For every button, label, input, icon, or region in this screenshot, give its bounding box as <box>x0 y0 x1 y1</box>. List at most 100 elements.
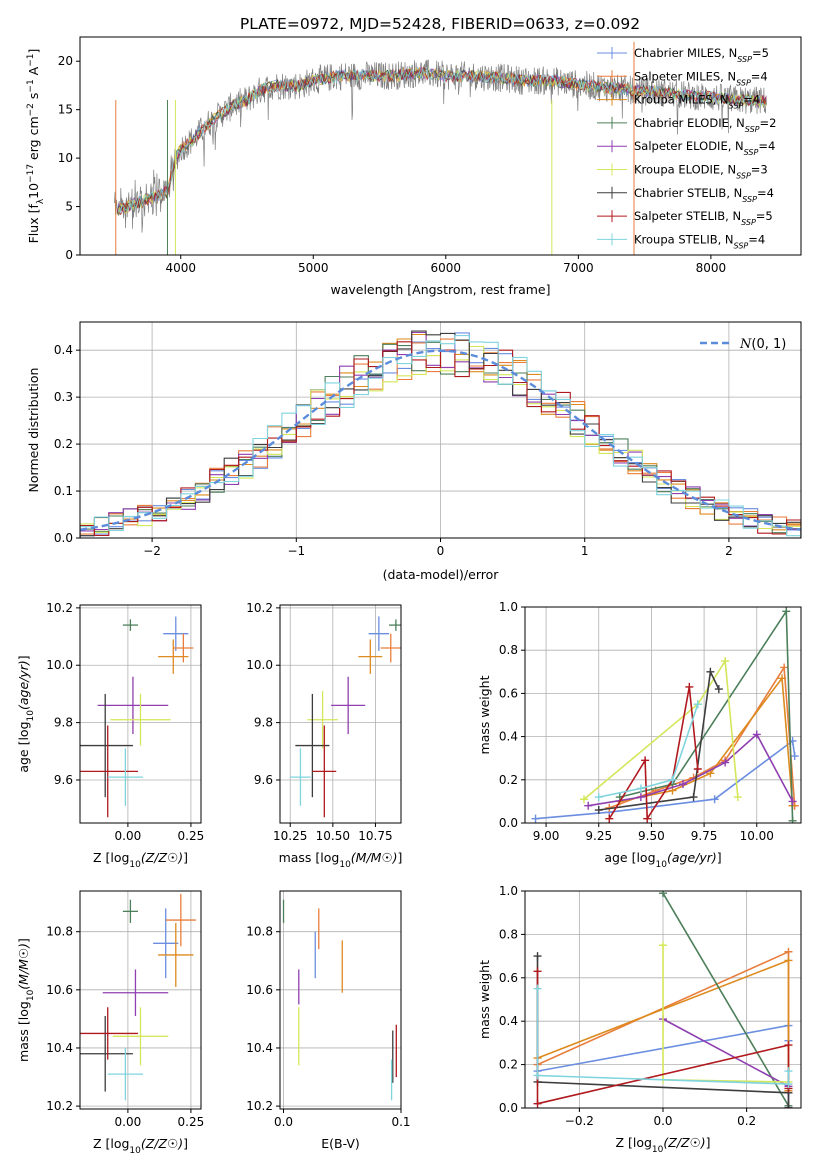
weight-marker <box>693 700 702 709</box>
y-tick-label: 10.2 <box>46 1099 73 1113</box>
y-tick-label: 0.4 <box>54 343 73 357</box>
weight-marker <box>641 756 650 765</box>
weight-marker <box>579 795 588 804</box>
data-point <box>112 1007 169 1066</box>
data-point <box>163 616 189 651</box>
plot-area <box>282 899 397 1101</box>
y-tick-label: 5 <box>65 200 73 214</box>
axes-frame <box>279 604 402 824</box>
legend-entry: Salpeter STELIB, NSSP=5 <box>634 209 773 227</box>
data-point <box>368 616 390 651</box>
y-tick-label: 9.6 <box>54 773 73 787</box>
weight-marker <box>659 941 667 950</box>
y-tick-label: 0.0 <box>499 1101 518 1115</box>
weight-marker <box>784 1080 793 1089</box>
x-tick-label: −2 <box>143 544 161 558</box>
y-tick-label: 10.2 <box>246 1099 273 1113</box>
y-tick-label: 10.6 <box>246 983 273 997</box>
y-tick-label: 1.0 <box>499 884 518 898</box>
x-tick-label: 1 <box>581 544 589 558</box>
model-spectrum <box>116 67 767 213</box>
y-tick-label: 0.4 <box>499 730 518 744</box>
axes-panel: 0.00 0.25 10.2 10.4 10.6 10.8 Z [log10(Z/Z☉)] m… <box>16 890 205 1156</box>
weight-marker <box>733 793 742 802</box>
weight-marker <box>784 1067 793 1076</box>
weight-marker <box>533 952 542 961</box>
weight-line <box>583 658 739 800</box>
legend-entry: Salpeter MILES, NSSP=4 <box>634 69 768 87</box>
data-point <box>380 633 401 663</box>
weight-marker <box>643 814 652 823</box>
y-tick-label: 0.0 <box>54 531 73 545</box>
data-point <box>80 725 138 818</box>
y-tick-label: 10 <box>58 151 73 165</box>
x-tick-label: 0.25 <box>178 829 205 843</box>
weight-marker <box>594 806 603 815</box>
plot-area <box>80 893 196 1101</box>
y-tick-label: 9.8 <box>254 716 273 730</box>
weight-marker <box>533 1099 542 1108</box>
y-tick-label: 20 <box>58 54 73 68</box>
data-point <box>110 693 171 746</box>
x-axis-label: Z [log10(Z/Z☉)] <box>93 850 188 870</box>
weight-line <box>608 686 699 822</box>
data-point <box>358 639 383 674</box>
axes-frame <box>79 604 202 824</box>
data-point <box>80 1007 138 1060</box>
legend-entry: Chabrier ELODIE, NSSP=2 <box>634 116 776 133</box>
y-tick-label: 10.2 <box>46 601 73 615</box>
normal-reference-curve <box>80 349 801 531</box>
y-tick-label: 10.0 <box>46 658 73 672</box>
axes-panel: −0.2 0.0 0.2 0.0 0.2 0.4 0.6 0.8 1.0 Z [log10(Z/Z… <box>477 884 802 1155</box>
x-tick-label: 0.2 <box>737 1114 756 1128</box>
weight-line <box>609 665 796 809</box>
x-tick-label: 8000 <box>696 261 727 275</box>
histogram-step <box>80 335 801 538</box>
weight-marker <box>668 775 677 784</box>
y-tick-label: 0.8 <box>499 927 518 941</box>
weight-marker <box>784 1041 793 1050</box>
x-tick-label: 0.1 <box>391 1115 410 1129</box>
data-point <box>97 676 169 735</box>
weight-marker <box>706 667 715 676</box>
x-tick-label: 0.0 <box>653 1114 672 1128</box>
y-tick-label: 10.0 <box>246 658 273 672</box>
x-tick-label: 7000 <box>563 261 594 275</box>
y-tick-label: 0.4 <box>499 1014 518 1028</box>
axes-panel: 0.00 0.25 9.6 9.8 10.0 10.2 Z [log10(Z/Z☉)] age… <box>16 601 204 870</box>
x-tick-label: 0.25 <box>178 1115 205 1129</box>
x-tick-label: 9.75 <box>691 829 718 843</box>
weight-marker <box>752 730 761 739</box>
legend: N(0, 1) <box>700 337 786 352</box>
plot-area <box>531 607 799 823</box>
data-point <box>331 676 366 735</box>
weight-marker <box>790 752 799 761</box>
data-point <box>290 748 311 806</box>
weight-marker <box>584 801 593 810</box>
y-tick-label: 10.4 <box>246 1041 273 1055</box>
y-tick-label: 10.4 <box>46 1041 73 1055</box>
x-tick-label: 4000 <box>165 261 196 275</box>
y-tick-label: 9.6 <box>254 773 273 787</box>
x-tick-label: 9.50 <box>638 829 665 843</box>
y-tick-label: 0 <box>65 248 73 262</box>
x-tick-label: 0 <box>437 544 445 558</box>
weight-marker <box>784 1104 793 1108</box>
x-axis-label: wavelength [Angstrom, rest frame] <box>330 282 550 297</box>
weight-line <box>536 988 790 1085</box>
legend-entry: Salpeter ELODIE, NSSP=4 <box>634 139 775 157</box>
weight-marker <box>693 765 702 773</box>
data-point <box>389 619 401 631</box>
weight-marker <box>605 814 614 823</box>
weight-marker <box>780 663 789 672</box>
weight-marker <box>533 1071 542 1080</box>
y-tick-label: 0.2 <box>499 773 518 787</box>
weight-marker <box>782 607 791 616</box>
y-tick-label: 0.6 <box>499 971 518 985</box>
weight-marker <box>533 967 542 976</box>
plot-area <box>80 616 194 818</box>
x-tick-label: 9.00 <box>533 829 560 843</box>
x-axis-label: (data-model)/error <box>383 567 500 582</box>
y-tick-label: 10.6 <box>46 983 73 997</box>
